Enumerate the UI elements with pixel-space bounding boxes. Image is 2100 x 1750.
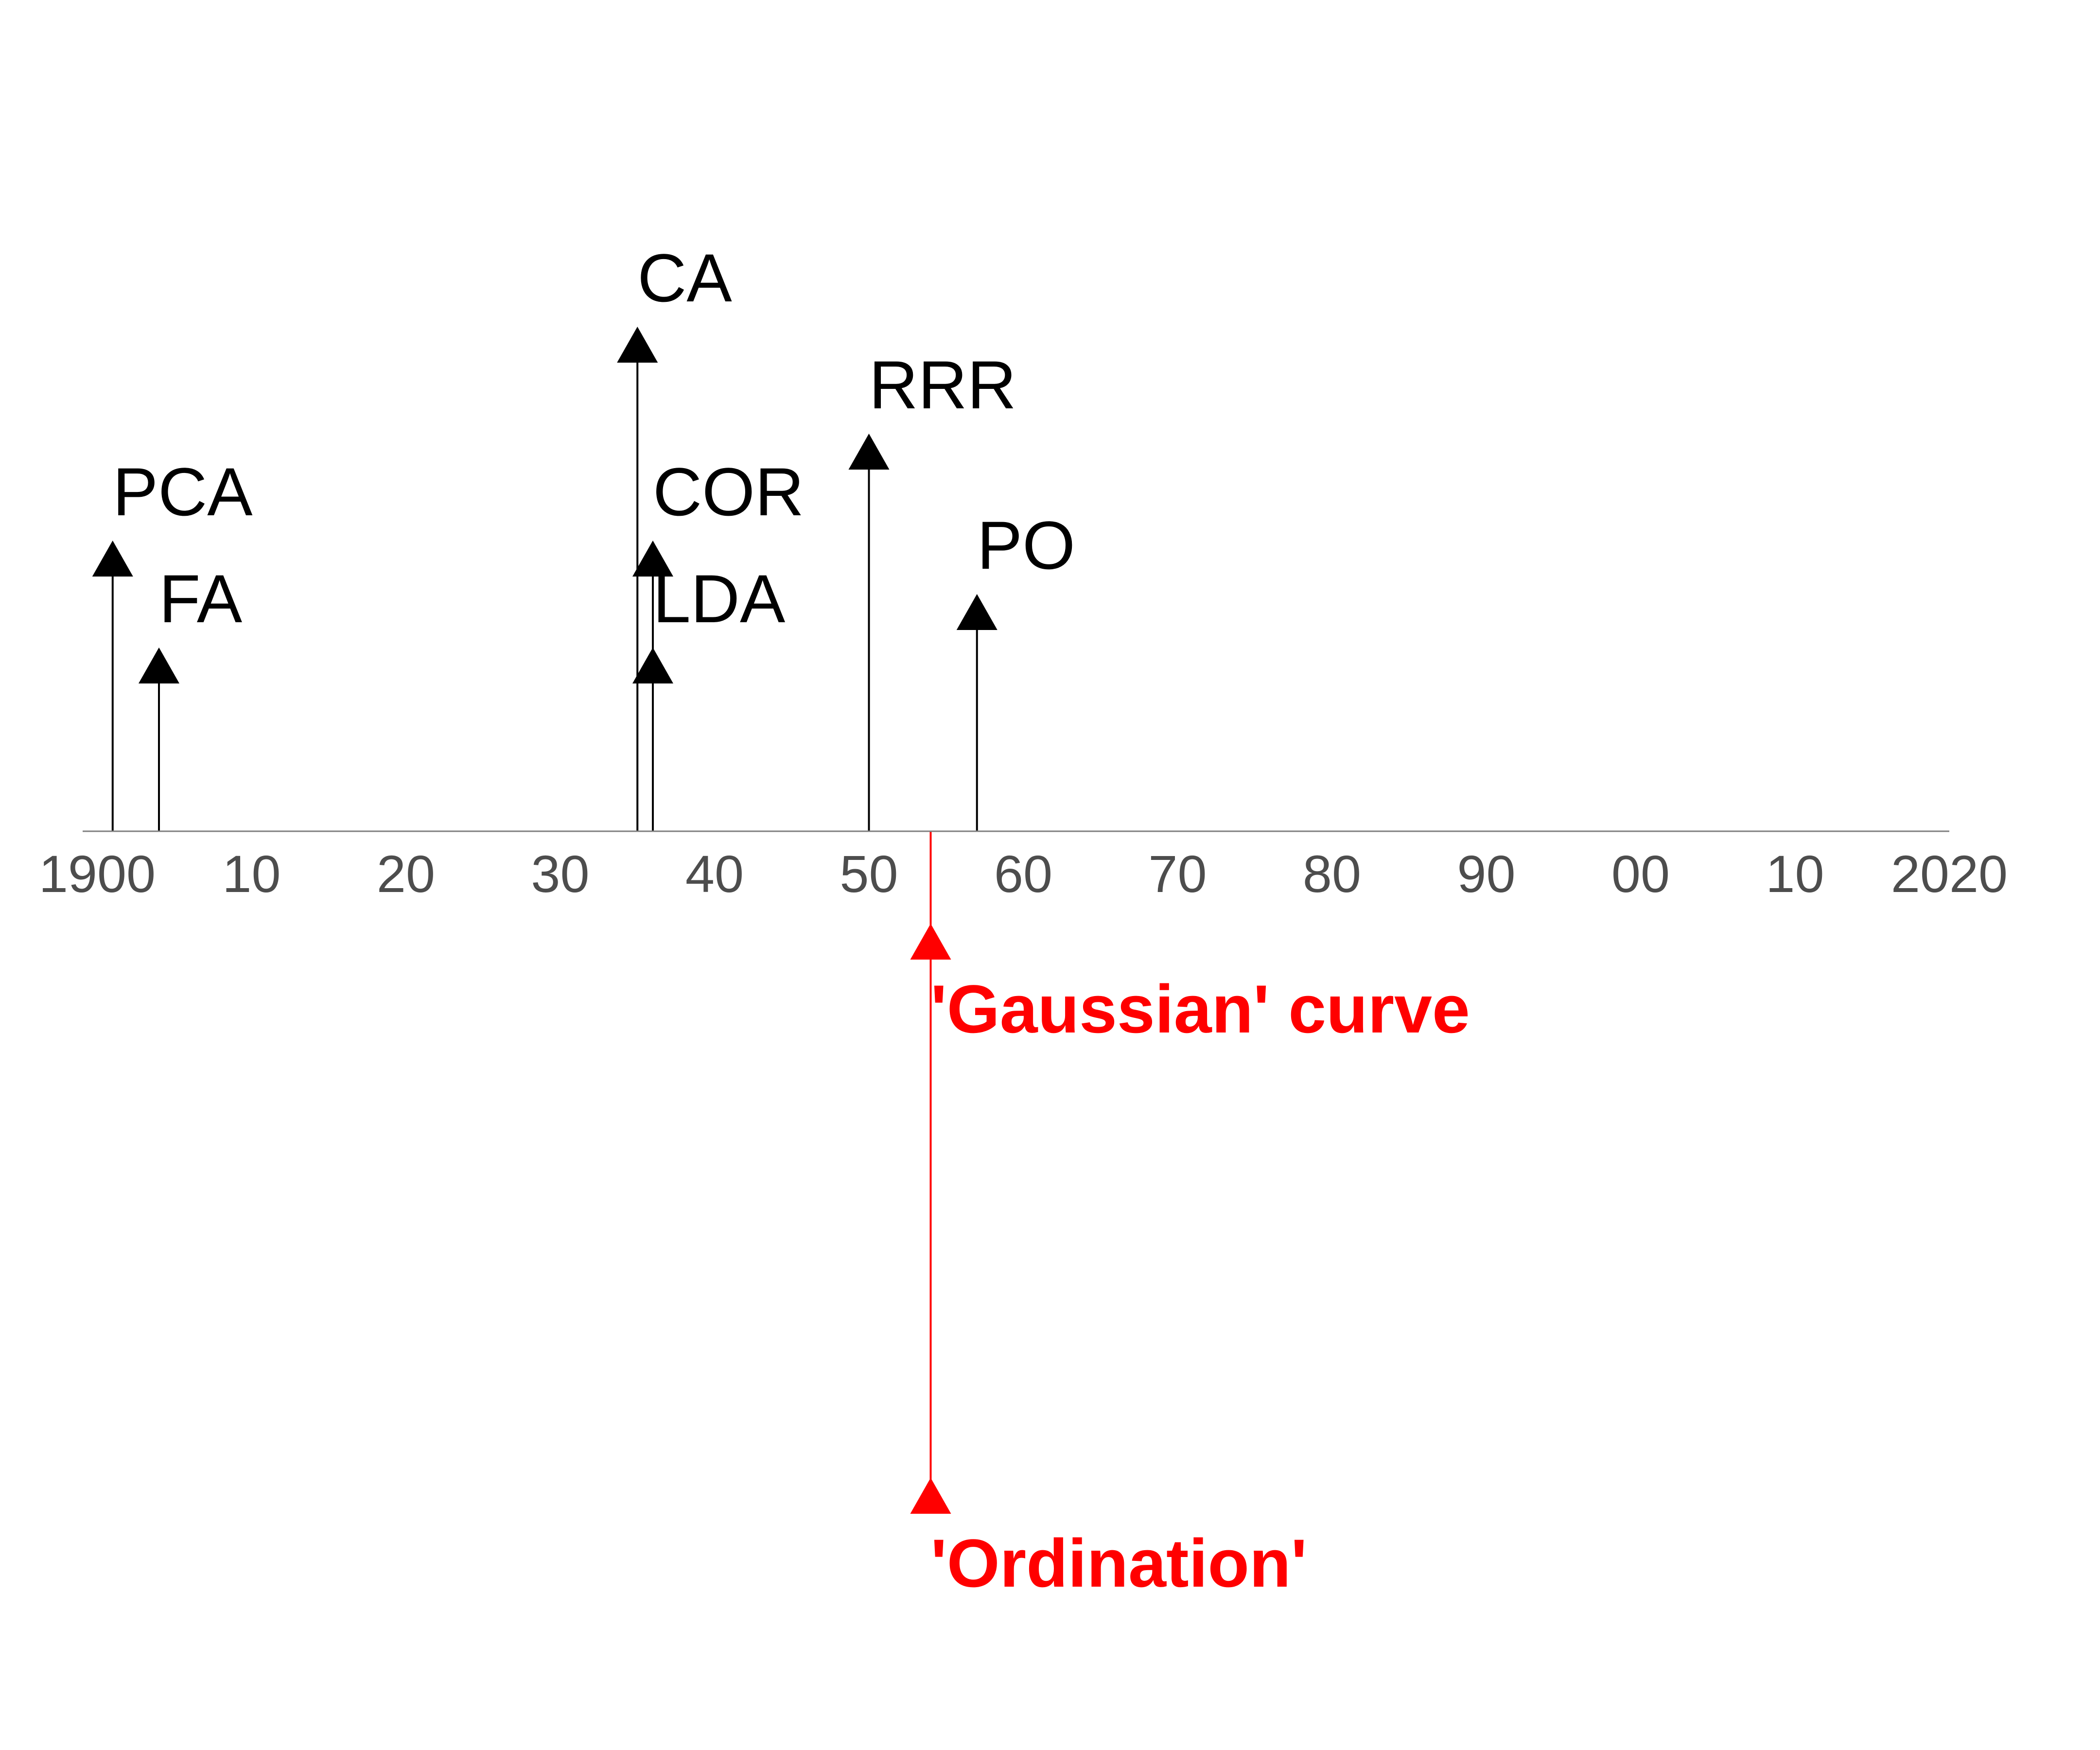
marker-po [956,594,998,630]
event-label-ca: CA [637,240,732,316]
marker-cor [632,541,673,577]
x-tick-label: 90 [1457,844,1515,903]
event-label-po: PO [977,507,1075,583]
x-tick-label: 70 [1148,844,1207,903]
x-axis-tick-labels: 1900 10 20 30 40 50 60 70 80 90 00 10 2020 [39,844,2008,903]
marker-gaussian-curve [910,924,951,960]
x-tick-label: 20 [377,844,435,903]
event-label-ordination: 'Ordination' [931,1525,1307,1601]
x-tick-label: 80 [1303,844,1361,903]
event-label-gaussian-curve: 'Gaussian' curve [931,971,1470,1047]
markers-layer [92,327,998,1514]
x-tick-label: 40 [685,844,744,903]
marker-ca [617,327,658,363]
x-tick-label: 1900 [39,844,156,903]
event-label-lda: LDA [653,560,786,637]
marker-fa [139,648,179,683]
marker-ordination [910,1478,951,1514]
event-label-pca: PCA [113,454,253,530]
marker-rrr [848,434,890,470]
event-labels-layer: PCA FA CA COR LDA RRR PO 'Gaussian' curve 'Ordin… [113,240,1470,1601]
marker-pca [92,541,133,577]
event-label-fa: FA [159,560,243,637]
x-tick-label: 50 [840,844,898,903]
event-label-cor: COR [653,454,804,530]
marker-lda [632,648,673,683]
x-tick-label: 00 [1611,844,1670,903]
x-tick-label: 30 [531,844,589,903]
x-tick-label: 60 [994,844,1052,903]
event-label-rrr: RRR [869,347,1016,423]
x-tick-label: 10 [1766,844,1824,903]
x-tick-label: 10 [222,844,280,903]
x-tick-label: 2020 [1891,844,2008,903]
stems-layer [111,331,978,1514]
